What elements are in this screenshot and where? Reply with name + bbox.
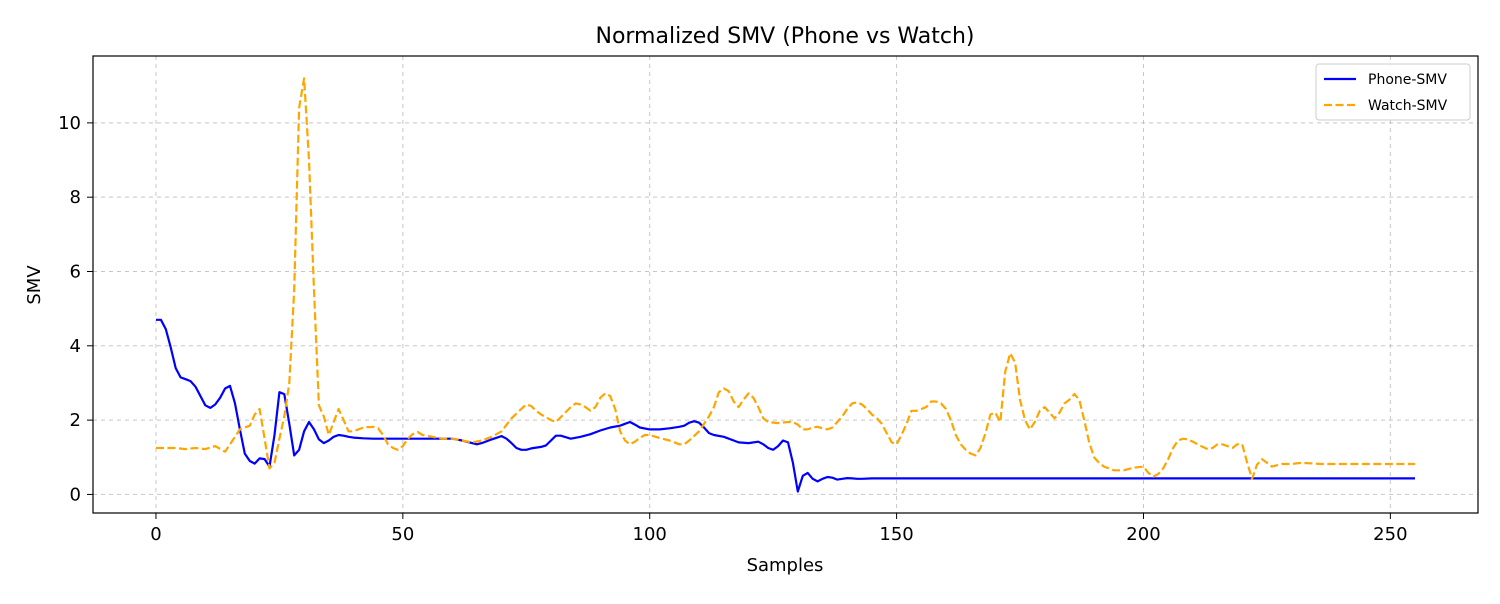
y-tick-label: 0	[70, 484, 81, 505]
y-tick-label: 10	[58, 113, 81, 134]
legend-label: Watch-SMV	[1368, 98, 1448, 114]
legend-label: Phone-SMV	[1368, 72, 1447, 88]
series-layer	[156, 77, 1415, 493]
x-axis-label: Samples	[747, 555, 824, 576]
y-tick-label: 2	[70, 410, 81, 431]
x-tick-label: 50	[391, 524, 414, 545]
y-tick-label: 6	[70, 261, 81, 282]
series-line-watch-smv	[156, 77, 1415, 480]
legend: Phone-SMV Watch-SMV	[1315, 63, 1471, 121]
x-tick-label: 150	[879, 524, 913, 545]
x-tick-label: 100	[633, 524, 667, 545]
plot-frame	[92, 55, 1479, 514]
x-tick-label: 250	[1373, 524, 1407, 545]
x-tick-label: 0	[150, 524, 161, 545]
x-tick-label: 200	[1126, 524, 1160, 545]
y-axis-label: SMV	[24, 265, 45, 305]
axis-ticks: 0 50 100 150 200 250 0 2 4 6 8 10	[58, 113, 1407, 545]
chart-title: Normalized SMV (Phone vs Watch)	[595, 24, 974, 49]
grid	[93, 56, 1478, 513]
y-tick-label: 8	[70, 187, 81, 208]
series-line-phone-smv	[156, 318, 1415, 493]
y-tick-label: 4	[70, 336, 81, 357]
